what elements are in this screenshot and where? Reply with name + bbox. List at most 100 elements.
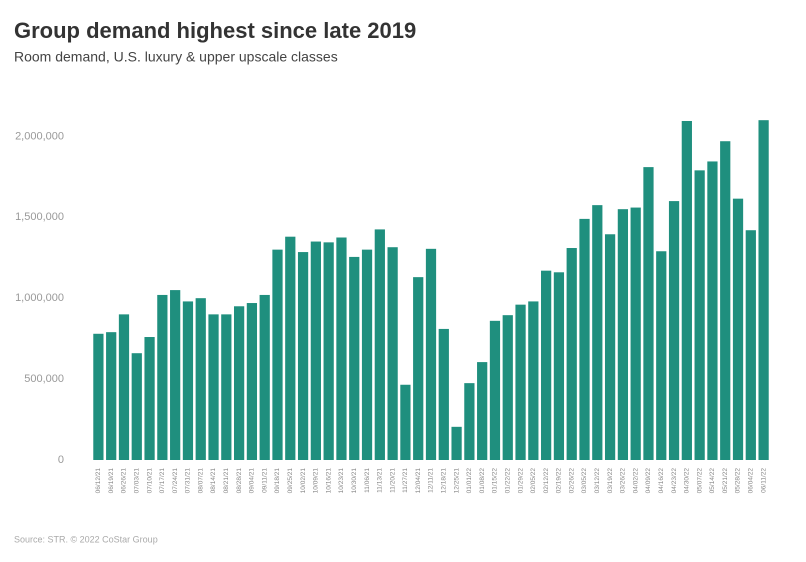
bar — [451, 426, 462, 460]
bar — [221, 314, 232, 460]
x-tick-label: 06/26/21 — [121, 468, 128, 494]
x-tick-label: 01/22/22 — [504, 468, 511, 494]
bar — [310, 241, 321, 460]
y-tick-label: 500,000 — [24, 373, 64, 385]
x-tick-label: 08/14/21 — [210, 468, 217, 494]
x-tick-label: 03/26/22 — [620, 468, 627, 494]
x-tick-label: 01/15/22 — [492, 468, 499, 494]
bar — [668, 201, 680, 460]
x-tick-label: 12/25/21 — [453, 468, 460, 494]
bar — [157, 294, 168, 460]
x-tick-label: 07/10/21 — [146, 468, 153, 494]
x-tick-label: 07/17/21 — [159, 468, 166, 494]
x-tick-label: 03/19/22 — [607, 468, 614, 494]
x-tick-label: 01/08/22 — [479, 468, 486, 494]
x-tick-label: 01/29/22 — [517, 468, 524, 494]
x-tick-label: 06/11/22 — [760, 468, 767, 493]
x-tick-label: 11/20/21 — [389, 468, 396, 493]
x-tick-label: 09/25/21 — [287, 468, 294, 494]
x-tick-label: 07/24/21 — [172, 468, 179, 494]
bar — [720, 141, 731, 460]
x-tick-label: 08/28/21 — [236, 468, 243, 494]
bar — [681, 120, 692, 460]
x-tick-label: 10/09/21 — [313, 468, 320, 494]
bar — [208, 314, 219, 460]
bar — [387, 247, 398, 460]
bar — [579, 218, 590, 460]
y-tick-label: 1,500,000 — [15, 211, 64, 223]
x-tick-label: 08/21/21 — [223, 468, 230, 494]
x-tick-label: 05/07/22 — [696, 468, 703, 494]
bar — [502, 315, 513, 460]
bar — [528, 301, 539, 460]
x-tick-label: 05/28/22 — [735, 468, 742, 494]
x-tick-label: 02/26/22 — [568, 468, 575, 494]
x-tick-label: 06/12/21 — [95, 468, 102, 494]
x-tick-label: 09/18/21 — [274, 468, 281, 494]
bar — [758, 120, 769, 460]
x-tick-label: 04/02/22 — [632, 468, 639, 494]
bar — [541, 270, 552, 460]
bar — [336, 237, 347, 460]
x-tick-label: 06/04/22 — [748, 468, 755, 494]
x-tick-label: 02/12/22 — [543, 468, 550, 494]
bar — [630, 207, 641, 460]
bar — [489, 320, 501, 460]
x-tick-label: 11/13/21 — [377, 468, 384, 493]
bar — [438, 328, 449, 460]
x-tick-label: 09/04/21 — [249, 468, 256, 494]
x-tick-label: 07/03/21 — [133, 468, 140, 494]
bar — [323, 242, 334, 460]
x-tick-label: 11/06/21 — [364, 468, 371, 493]
y-tick-label: 1,000,000 — [15, 292, 64, 304]
bar — [643, 167, 654, 461]
bar — [515, 304, 526, 460]
x-tick-label: 12/11/21 — [428, 468, 435, 493]
x-tick-label: 12/04/21 — [415, 468, 422, 494]
x-tick-label: 12/18/21 — [441, 468, 448, 494]
bar — [93, 333, 104, 460]
bar — [233, 306, 245, 460]
bar — [272, 249, 283, 460]
bar — [285, 236, 296, 460]
bar — [425, 248, 437, 460]
bar — [144, 337, 155, 460]
bar — [374, 229, 385, 460]
x-tick-label: 02/19/22 — [556, 468, 563, 494]
bar — [592, 205, 603, 460]
x-tick-label: 09/11/21 — [261, 468, 268, 493]
x-tick-label: 01/01/22 — [466, 468, 473, 494]
x-tick-label: 07/31/21 — [185, 468, 192, 494]
chart-title: Group demand highest since late 2019 — [14, 18, 416, 43]
x-tick-label: 02/05/22 — [530, 468, 537, 494]
x-tick-label: 10/02/21 — [300, 468, 307, 494]
x-tick-label: 04/23/22 — [671, 468, 678, 494]
bar — [566, 248, 577, 460]
bar — [131, 353, 142, 460]
x-tick-label: 03/12/22 — [594, 468, 601, 494]
bar — [106, 332, 117, 460]
bar — [413, 277, 424, 460]
bar — [553, 272, 565, 460]
bar — [745, 230, 756, 460]
x-tick-label: 10/23/21 — [338, 468, 345, 494]
y-tick-label: 2,000,000 — [15, 130, 64, 142]
x-tick-label: 04/30/22 — [684, 468, 691, 494]
x-tick-label: 11/27/21 — [402, 468, 409, 493]
bar — [694, 170, 705, 460]
bar — [732, 198, 744, 460]
x-tick-label: 05/14/22 — [709, 468, 716, 494]
bar — [707, 161, 718, 461]
bar — [297, 252, 309, 460]
bar — [604, 234, 616, 460]
x-tick-label: 08/07/21 — [197, 468, 204, 494]
bar — [400, 384, 411, 460]
x-tick-label: 05/21/22 — [722, 468, 729, 494]
x-tick-label: 04/16/22 — [658, 468, 665, 494]
bar — [349, 256, 360, 460]
source: Source: STR. © 2022 CoStar Group — [14, 534, 158, 544]
x-tick-label: 06/19/21 — [108, 468, 115, 494]
bar — [259, 294, 270, 460]
x-tick-label: 10/30/21 — [351, 468, 358, 494]
